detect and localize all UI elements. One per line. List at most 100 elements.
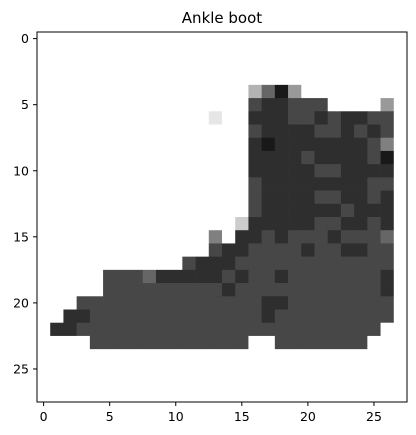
- heatmap-cell: [116, 269, 130, 284]
- heatmap-cell: [340, 256, 355, 271]
- heatmap-cell: [288, 84, 302, 99]
- heatmap-cell: [155, 230, 170, 244]
- heatmap-cell: [129, 32, 144, 46]
- heatmap-cell: [288, 45, 302, 59]
- heatmap-cell: [195, 335, 210, 350]
- x-tick-label: 5: [106, 409, 114, 424]
- heatmap-cell: [222, 150, 236, 165]
- heatmap-cell: [327, 349, 342, 363]
- heatmap-cell: [222, 98, 236, 112]
- heatmap-cell: [129, 45, 144, 59]
- heatmap-cell: [235, 243, 249, 257]
- heatmap-cell: [76, 111, 91, 125]
- heatmap-cell: [169, 124, 183, 139]
- heatmap-cell: [50, 32, 64, 46]
- heatmap-cell: [301, 111, 315, 125]
- heatmap-cell: [208, 150, 223, 165]
- heatmap-cell: [208, 388, 223, 403]
- heatmap-cell: [380, 322, 395, 337]
- heatmap-cell: [380, 296, 395, 310]
- heatmap-cell: [393, 296, 408, 310]
- heatmap-cell: [50, 71, 64, 86]
- heatmap-cell: [89, 269, 104, 284]
- x-tick-label: 0: [40, 409, 48, 424]
- heatmap-cell: [142, 164, 157, 178]
- heatmap-cell: [76, 243, 91, 257]
- heatmap-cell: [182, 269, 196, 284]
- heatmap-cell: [37, 256, 51, 271]
- heatmap-cell: [248, 32, 262, 46]
- heatmap-cell: [288, 58, 302, 72]
- heatmap-cell: [155, 177, 170, 191]
- heatmap-cell: [50, 124, 64, 139]
- heatmap-cell: [129, 349, 144, 363]
- heatmap-cell: [274, 362, 289, 376]
- heatmap-cell: [129, 256, 144, 271]
- heatmap-cell: [380, 309, 395, 324]
- heatmap-cell: [155, 322, 170, 337]
- heatmap-cell: [393, 58, 408, 72]
- heatmap-cell: [288, 98, 302, 112]
- heatmap-cell: [235, 256, 249, 271]
- heatmap-cell: [354, 388, 368, 403]
- heatmap-cell: [380, 45, 395, 59]
- heatmap-cell: [354, 58, 368, 72]
- heatmap-cell: [155, 164, 170, 178]
- heatmap-cell: [248, 230, 262, 244]
- heatmap-cell: [301, 217, 315, 231]
- heatmap-cell: [367, 137, 381, 152]
- heatmap-cell: [274, 283, 289, 297]
- heatmap-cell: [89, 137, 104, 152]
- heatmap-cell: [37, 124, 51, 139]
- heatmap-cell: [380, 349, 395, 363]
- heatmap-cell: [288, 375, 302, 390]
- heatmap-cell: [248, 177, 262, 191]
- heatmap-cell: [103, 217, 117, 231]
- heatmap-cell: [129, 230, 144, 244]
- heatmap-cell: [63, 98, 77, 112]
- heatmap-cell: [367, 375, 381, 390]
- heatmap-cell: [142, 177, 157, 191]
- heatmap-cell: [169, 58, 183, 72]
- heatmap-cell: [354, 111, 368, 125]
- heatmap-cell: [393, 217, 408, 231]
- heatmap-cell: [103, 349, 117, 363]
- heatmap-cell: [301, 322, 315, 337]
- heatmap-cell: [50, 58, 64, 72]
- heatmap-cell: [129, 243, 144, 257]
- heatmap-cell: [235, 230, 249, 244]
- heatmap-cell: [261, 349, 276, 363]
- heatmap-cell: [261, 388, 276, 403]
- heatmap-cell: [63, 84, 77, 99]
- heatmap-cell: [235, 45, 249, 59]
- heatmap-cell: [76, 217, 91, 231]
- heatmap-cell: [380, 203, 395, 218]
- heatmap-cell: [182, 322, 196, 337]
- heatmap-cell: [288, 362, 302, 376]
- heatmap-cell: [169, 98, 183, 112]
- heatmap-cell: [274, 190, 289, 205]
- heatmap-cell: [195, 230, 210, 244]
- heatmap-cell: [169, 269, 183, 284]
- heatmap-cell: [314, 137, 329, 152]
- heatmap-cell: [129, 150, 144, 165]
- heatmap-cell: [155, 203, 170, 218]
- heatmap-cell: [182, 190, 196, 205]
- heatmap-cell: [76, 388, 91, 403]
- heatmap-cell: [235, 388, 249, 403]
- heatmap-cell: [63, 137, 77, 152]
- heatmap-cell: [288, 137, 302, 152]
- heatmap-cell: [274, 296, 289, 310]
- heatmap-cell: [155, 137, 170, 152]
- heatmap-cell: [195, 296, 210, 310]
- heatmap-cell: [248, 243, 262, 257]
- heatmap-cell: [327, 388, 342, 403]
- heatmap-cell: [182, 309, 196, 324]
- heatmap-cell: [195, 256, 210, 271]
- heatmap-cell: [182, 58, 196, 72]
- heatmap-cell: [274, 111, 289, 125]
- heatmap-cell: [155, 58, 170, 72]
- heatmap-cell: [380, 256, 395, 271]
- heatmap-cell: [208, 111, 223, 125]
- heatmap-cell: [327, 150, 342, 165]
